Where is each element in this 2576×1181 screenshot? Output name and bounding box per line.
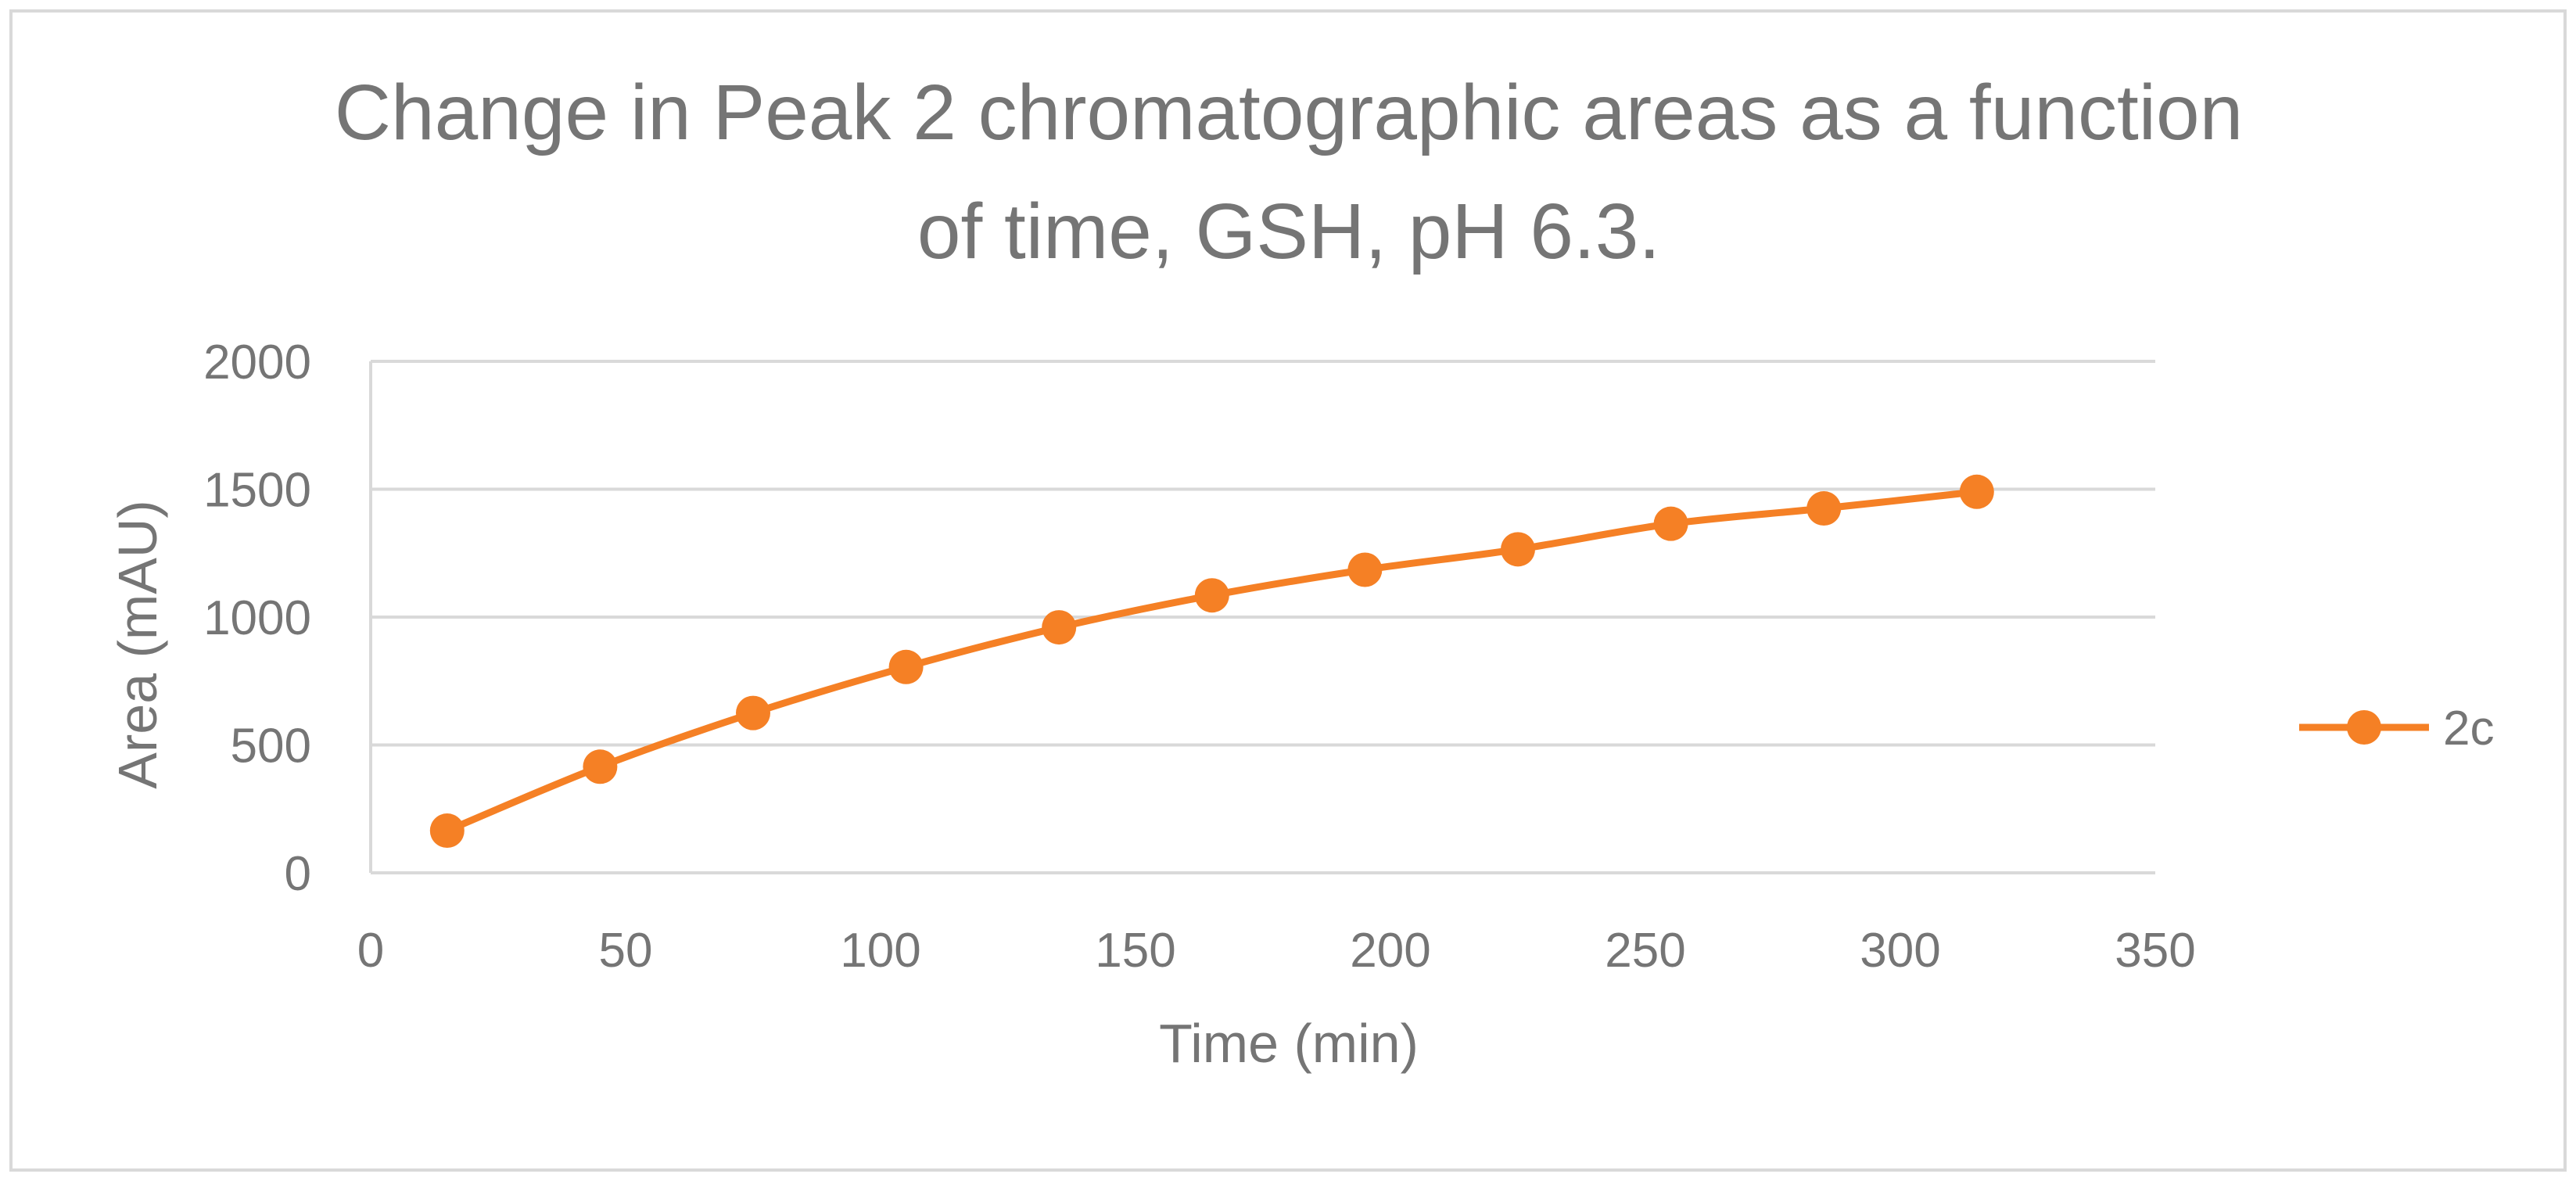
x-tick-label: 50 [599,924,653,978]
data-point [1347,552,1383,587]
x-axis-title: Time (min) [1159,1013,1419,1074]
x-tick-label: 0 [357,924,384,978]
grid-lines [371,360,2155,747]
x-tick-label: 300 [1860,924,1940,978]
y-tick-label: 0 [285,847,311,901]
data-point [1653,506,1688,541]
data-point [429,813,465,849]
data-point [1959,474,1994,509]
y-tick-label: 500 [231,720,311,774]
legend: 2c [2299,702,2494,756]
data-point [1042,610,1077,645]
chart-border [9,9,2567,1172]
chart-title-line-2: of time, GSH, pH 6.3. [917,188,1660,275]
y-tick-label: 1000 [203,591,311,645]
x-tick-label: 250 [1605,924,1685,978]
y-tick-label: 2000 [203,336,311,389]
legend-label-2c: 2c [2443,702,2494,756]
x-tick-labels: 0 50 100 150 200 250 300 350 [357,924,2196,978]
data-point [583,749,618,784]
data-point [888,649,924,684]
data-point [1194,578,1229,613]
axes [369,361,2155,874]
data-point [1806,491,1842,526]
x-tick-label: 200 [1350,924,1430,978]
x-tick-label: 350 [2115,924,2195,978]
y-tick-labels: 0 500 1000 1500 2000 [203,336,311,901]
legend-marker-2c [2347,710,2381,745]
y-tick-label: 1500 [203,464,311,518]
data-point [736,695,770,730]
x-tick-label: 150 [1095,924,1175,978]
series-layer [429,474,1994,849]
y-axis-title: Area (mAU) [107,500,168,788]
x-tick-label: 100 [840,924,920,978]
data-point [1501,532,1535,567]
chart-title-line-1: Change in Peak 2 chromatographic areas a… [335,69,2243,156]
